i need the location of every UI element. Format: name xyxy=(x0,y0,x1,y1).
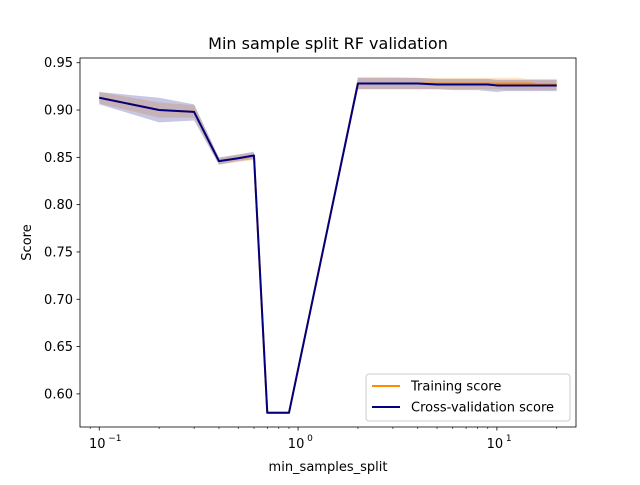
x-tick-label: 10 xyxy=(89,437,106,452)
y-tick-label: 0.90 xyxy=(44,104,73,119)
x-tick-exponent: −1 xyxy=(108,434,121,444)
x-tick-exponent: 0 xyxy=(307,434,313,444)
y-axis-label: Score xyxy=(20,224,35,260)
legend-label: Training score xyxy=(410,380,501,395)
x-tick-exponent: 1 xyxy=(506,434,512,444)
x-tick-label: 10 xyxy=(487,437,504,452)
legend: Training score Cross-validation score xyxy=(366,374,570,421)
y-tick-label: 0.95 xyxy=(44,56,73,71)
x-axis-label: min_samples_split xyxy=(269,460,388,475)
y-tick-label: 0.85 xyxy=(44,151,73,166)
y-tick-label: 0.65 xyxy=(44,340,73,355)
y-tick-label: 0.80 xyxy=(44,198,73,213)
y-tick-label: 0.75 xyxy=(44,245,73,260)
y-tick-label: 0.70 xyxy=(44,293,73,308)
x-tick-label: 10 xyxy=(288,437,305,452)
y-tick-label: 0.60 xyxy=(44,387,73,402)
legend-label: Cross-validation score xyxy=(411,401,554,416)
chart-title: Min sample split RF validation xyxy=(208,34,448,53)
